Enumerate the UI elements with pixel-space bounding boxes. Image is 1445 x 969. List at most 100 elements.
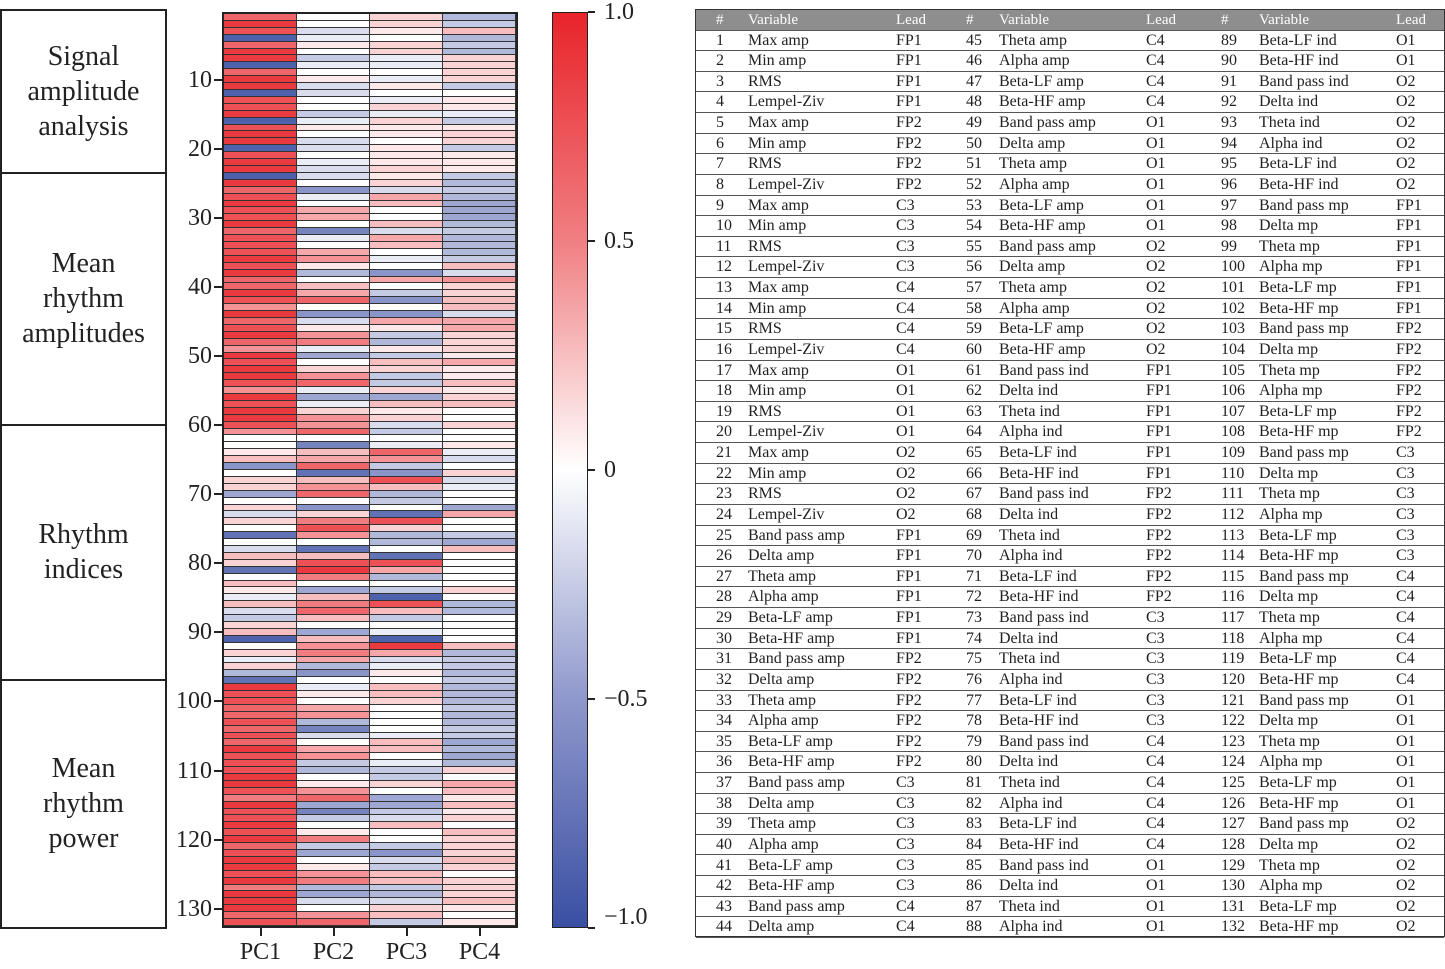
lead-name: C4 — [896, 897, 915, 915]
variable-name: Beta-LF amp — [999, 72, 1084, 90]
heatmap-cell — [297, 698, 370, 705]
variable-name: Beta-LF amp — [999, 196, 1084, 214]
heatmap-cell — [443, 366, 516, 374]
heatmap-cell — [297, 552, 370, 560]
heatmap-cell — [297, 200, 370, 208]
variable-name: Beta-HF mp — [1259, 299, 1339, 317]
table-row: 25 Band pass amp FP1 69 Theta ind FP2 113 Beta-… — [696, 526, 1444, 547]
lead-name: O1 — [1396, 31, 1416, 49]
lead-name: FP2 — [896, 732, 922, 750]
heatmap-cell — [224, 394, 297, 401]
heatmap-cell — [370, 787, 443, 795]
heatmap-cell — [370, 546, 443, 553]
lead-name: C4 — [896, 279, 915, 297]
heatmap-cell — [297, 90, 370, 97]
row-number: 13 — [716, 279, 732, 297]
heatmap-cell — [297, 221, 370, 229]
heatmap-cell — [224, 808, 297, 816]
heatmap-cell — [443, 787, 516, 795]
heatmap-cell — [443, 587, 516, 595]
row-number: 64 — [966, 423, 982, 441]
row-number: 48 — [966, 93, 982, 111]
heatmap-cell — [370, 117, 443, 125]
heatmap-cell — [224, 774, 297, 781]
table-row: 13 Max amp C4 57 Theta amp O2 101 Beta-LF mp FP1 — [696, 278, 1444, 299]
variable-name: Band pass amp — [748, 897, 845, 915]
heatmap-cell — [297, 767, 370, 774]
variable-name: Alpha amp — [748, 835, 819, 853]
variable-name: Beta-HF amp — [999, 93, 1086, 111]
x-tick-mark — [332, 928, 335, 936]
row-number: 3 — [716, 72, 724, 90]
heatmap-cell — [443, 110, 516, 118]
heatmap-cell — [370, 400, 443, 408]
row-number: 32 — [716, 670, 732, 688]
heatmap-cell — [297, 794, 370, 802]
header-lead: Lead — [1396, 12, 1426, 28]
row-number: 86 — [966, 877, 982, 895]
y-tick-mark — [214, 216, 222, 219]
heatmap-cell — [443, 380, 516, 388]
row-number: 53 — [966, 196, 982, 214]
variable-name: Delta ind — [999, 505, 1059, 523]
heatmap-cell — [297, 48, 370, 56]
heatmap-cell — [224, 304, 297, 312]
heatmap-cell — [297, 822, 370, 830]
heatmap-cell — [224, 490, 297, 498]
table-row: 12 Lempel-Ziv C3 56 Delta amp O2 100 Alpha mp FP… — [696, 257, 1444, 279]
row-number: 11 — [716, 237, 732, 255]
variable-name: Band pass ind — [999, 609, 1089, 627]
heatmap-cell — [297, 352, 370, 360]
variable-name: Delta mp — [1259, 464, 1319, 482]
row-number: 71 — [966, 567, 982, 585]
heatmap-cell — [224, 850, 297, 857]
variable-name: Band pass mp — [1259, 567, 1349, 585]
heatmap-cell — [443, 442, 516, 450]
heatmap-cell — [370, 656, 443, 664]
heatmap-cell — [370, 677, 443, 685]
heatmap-cell — [443, 504, 516, 512]
heatmap-cell — [443, 725, 516, 733]
row-number: 97 — [1221, 196, 1237, 214]
y-tick-mark — [214, 285, 222, 288]
row-number: 124 — [1221, 753, 1245, 771]
heatmap-cell — [224, 283, 297, 291]
lead-name: O2 — [1396, 155, 1416, 173]
heatmap-cell — [297, 656, 370, 664]
heatmap-cell — [370, 891, 443, 899]
heatmap-cell — [297, 96, 370, 104]
variable-name: Beta-LF mp — [1259, 650, 1337, 668]
lead-name: C4 — [1396, 629, 1415, 647]
heatmap-cell — [224, 870, 297, 878]
lead-name: FP2 — [896, 650, 922, 668]
variable-name: Beta-LF ind — [1259, 31, 1337, 49]
colorbar-tick — [588, 240, 595, 242]
lead-name: FP2 — [1146, 567, 1172, 585]
y-tick-mark — [214, 907, 222, 910]
heatmap-cell — [224, 14, 297, 21]
lead-name: O1 — [1146, 155, 1166, 173]
variable-name: Beta-LF mp — [1259, 279, 1337, 297]
table-row: 1 Max amp FP1 45 Theta amp C4 89 Beta-LF ind O1 — [696, 31, 1444, 52]
heatmap-cell — [224, 760, 297, 768]
heatmap-cell — [224, 373, 297, 381]
row-number: 101 — [1221, 279, 1245, 297]
heatmap-cell — [443, 780, 516, 788]
row-number: 37 — [716, 774, 732, 792]
heatmap-cell — [297, 380, 370, 388]
variable-name: Delta ind — [999, 382, 1059, 400]
heatmap-cell — [224, 214, 297, 222]
row-number: 89 — [1221, 31, 1237, 49]
heatmap-cell — [297, 787, 370, 795]
heatmap-cell — [224, 221, 297, 229]
heatmap-cell — [443, 14, 516, 21]
row-number: 98 — [1221, 217, 1237, 235]
variable-name: Beta-HF amp — [748, 629, 835, 647]
lead-name: C3 — [1146, 609, 1165, 627]
row-number: 16 — [716, 340, 732, 358]
variable-name: Theta amp — [748, 567, 816, 585]
heatmap-cell — [297, 145, 370, 153]
heatmap-cell — [370, 760, 443, 768]
heatmap-cell — [443, 41, 516, 49]
heatmap-cell — [443, 331, 516, 339]
